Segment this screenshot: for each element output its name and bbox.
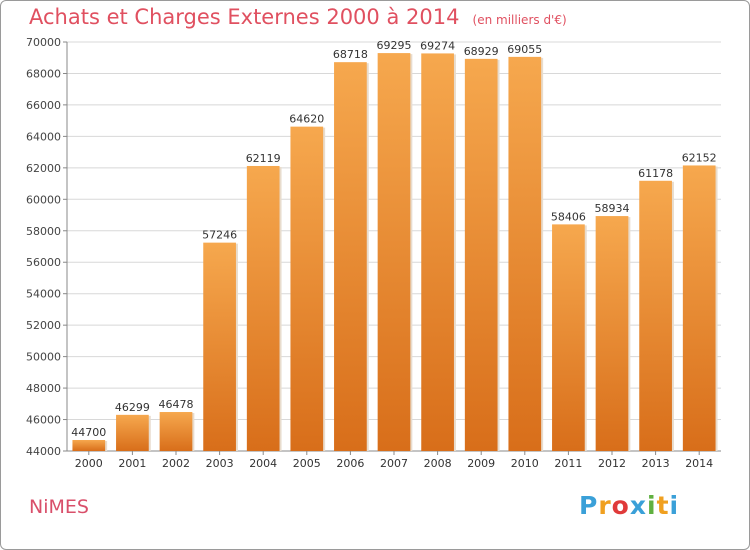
x-tick-label: 2000: [75, 457, 103, 470]
proxiti-logo: Proxiti: [579, 491, 679, 520]
x-tick-label: 2014: [685, 457, 713, 470]
logo-letter: P: [579, 491, 599, 520]
x-tick-label: 2009: [467, 457, 495, 470]
bar-value-label: 68718: [333, 48, 368, 61]
bar: [639, 180, 672, 451]
y-tick-label: 46000: [26, 414, 61, 427]
y-tick-label: 44000: [26, 445, 61, 458]
bar: [552, 224, 585, 451]
bar: [421, 53, 454, 452]
bar-value-label: 69295: [377, 39, 412, 52]
bar: [377, 53, 411, 452]
bar: [508, 56, 542, 452]
bar-value-label: 62119: [246, 152, 281, 165]
x-tick-label: 2004: [249, 457, 277, 470]
bar-value-label: 68929: [464, 45, 499, 58]
y-tick-label: 62000: [26, 162, 61, 175]
town-name: NiMES: [29, 496, 89, 518]
bar-value-label: 62152: [682, 151, 717, 164]
x-tick-label: 2008: [424, 457, 452, 470]
logo-letter: x: [629, 491, 647, 520]
x-tick-label: 2003: [206, 457, 234, 470]
bar-value-label: 58406: [551, 210, 586, 223]
chart-title: Achats et Charges Externes 2000 à 2014: [29, 5, 460, 29]
y-tick-label: 54000: [26, 288, 61, 301]
logo-letter: r: [598, 491, 612, 520]
x-tick-label: 2010: [511, 457, 539, 470]
y-tick-label: 56000: [26, 256, 61, 269]
y-tick-label: 60000: [26, 193, 61, 206]
y-tick-label: 66000: [26, 99, 61, 112]
x-tick-label: 2007: [380, 457, 408, 470]
x-tick-label: 2005: [293, 457, 321, 470]
logo-letter: i: [669, 491, 680, 520]
title-row: Achats et Charges Externes 2000 à 2014 (…: [29, 5, 567, 29]
bar: [334, 62, 367, 452]
y-tick-label: 64000: [26, 130, 61, 143]
bar-value-label: 61178: [638, 167, 673, 180]
bar: [246, 165, 280, 452]
y-tick-label: 58000: [26, 225, 61, 238]
y-tick-label: 52000: [26, 319, 61, 332]
bar: [72, 439, 106, 451]
bar-value-label: 64620: [289, 113, 324, 126]
chart-unit: (en milliers d'€): [472, 13, 567, 27]
bar-value-label: 69055: [507, 43, 542, 56]
x-tick-label: 2011: [554, 457, 582, 470]
y-tick-label: 68000: [26, 67, 61, 80]
bar-value-label: 46478: [159, 398, 194, 411]
bar-value-label: 58934: [595, 202, 630, 215]
x-tick-label: 2001: [118, 457, 146, 470]
x-tick-label: 2012: [598, 457, 626, 470]
bar-value-label: 69274: [420, 39, 455, 52]
x-tick-label: 2002: [162, 457, 190, 470]
bar: [595, 216, 629, 451]
bar: [290, 126, 324, 452]
bar: [464, 58, 498, 451]
bar: [116, 414, 149, 451]
y-tick-label: 50000: [26, 351, 61, 364]
bar: [682, 165, 716, 451]
bar-value-label: 46299: [115, 401, 150, 414]
logo-letter: t: [656, 491, 670, 520]
y-tick-label: 48000: [26, 382, 61, 395]
bar-value-label: 57246: [202, 229, 237, 242]
y-tick-label: 70000: [26, 36, 61, 49]
bar: [159, 412, 193, 451]
bar-value-label: 44700: [71, 426, 106, 439]
x-tick-label: 2006: [336, 457, 364, 470]
x-tick-label: 2013: [642, 457, 670, 470]
bar: [203, 242, 236, 451]
logo-letter: o: [611, 491, 630, 520]
logo-letter: i: [647, 491, 657, 520]
